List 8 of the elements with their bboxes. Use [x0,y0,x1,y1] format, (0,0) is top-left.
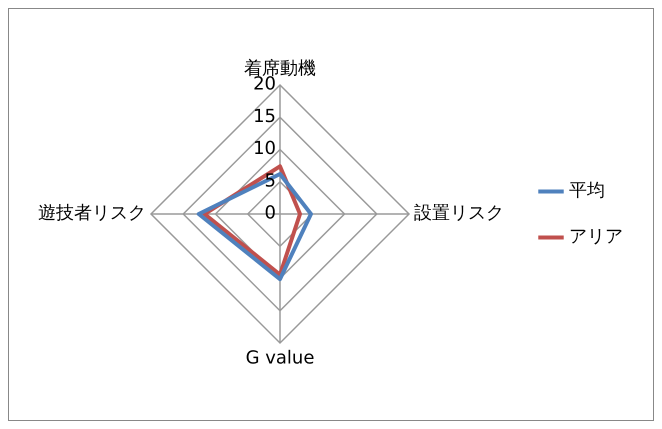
spoke-label: 設置リスク [414,202,504,224]
y-tick-label: 10 [253,138,276,160]
y-tick-label: 0 [264,202,276,224]
legend-label: 平均 [569,180,605,202]
spoke-label: G value [246,347,314,368]
legend-label: アリア [569,226,623,248]
y-tick-label: 15 [253,106,276,127]
spoke-label: 遊技者リスク [38,202,146,224]
